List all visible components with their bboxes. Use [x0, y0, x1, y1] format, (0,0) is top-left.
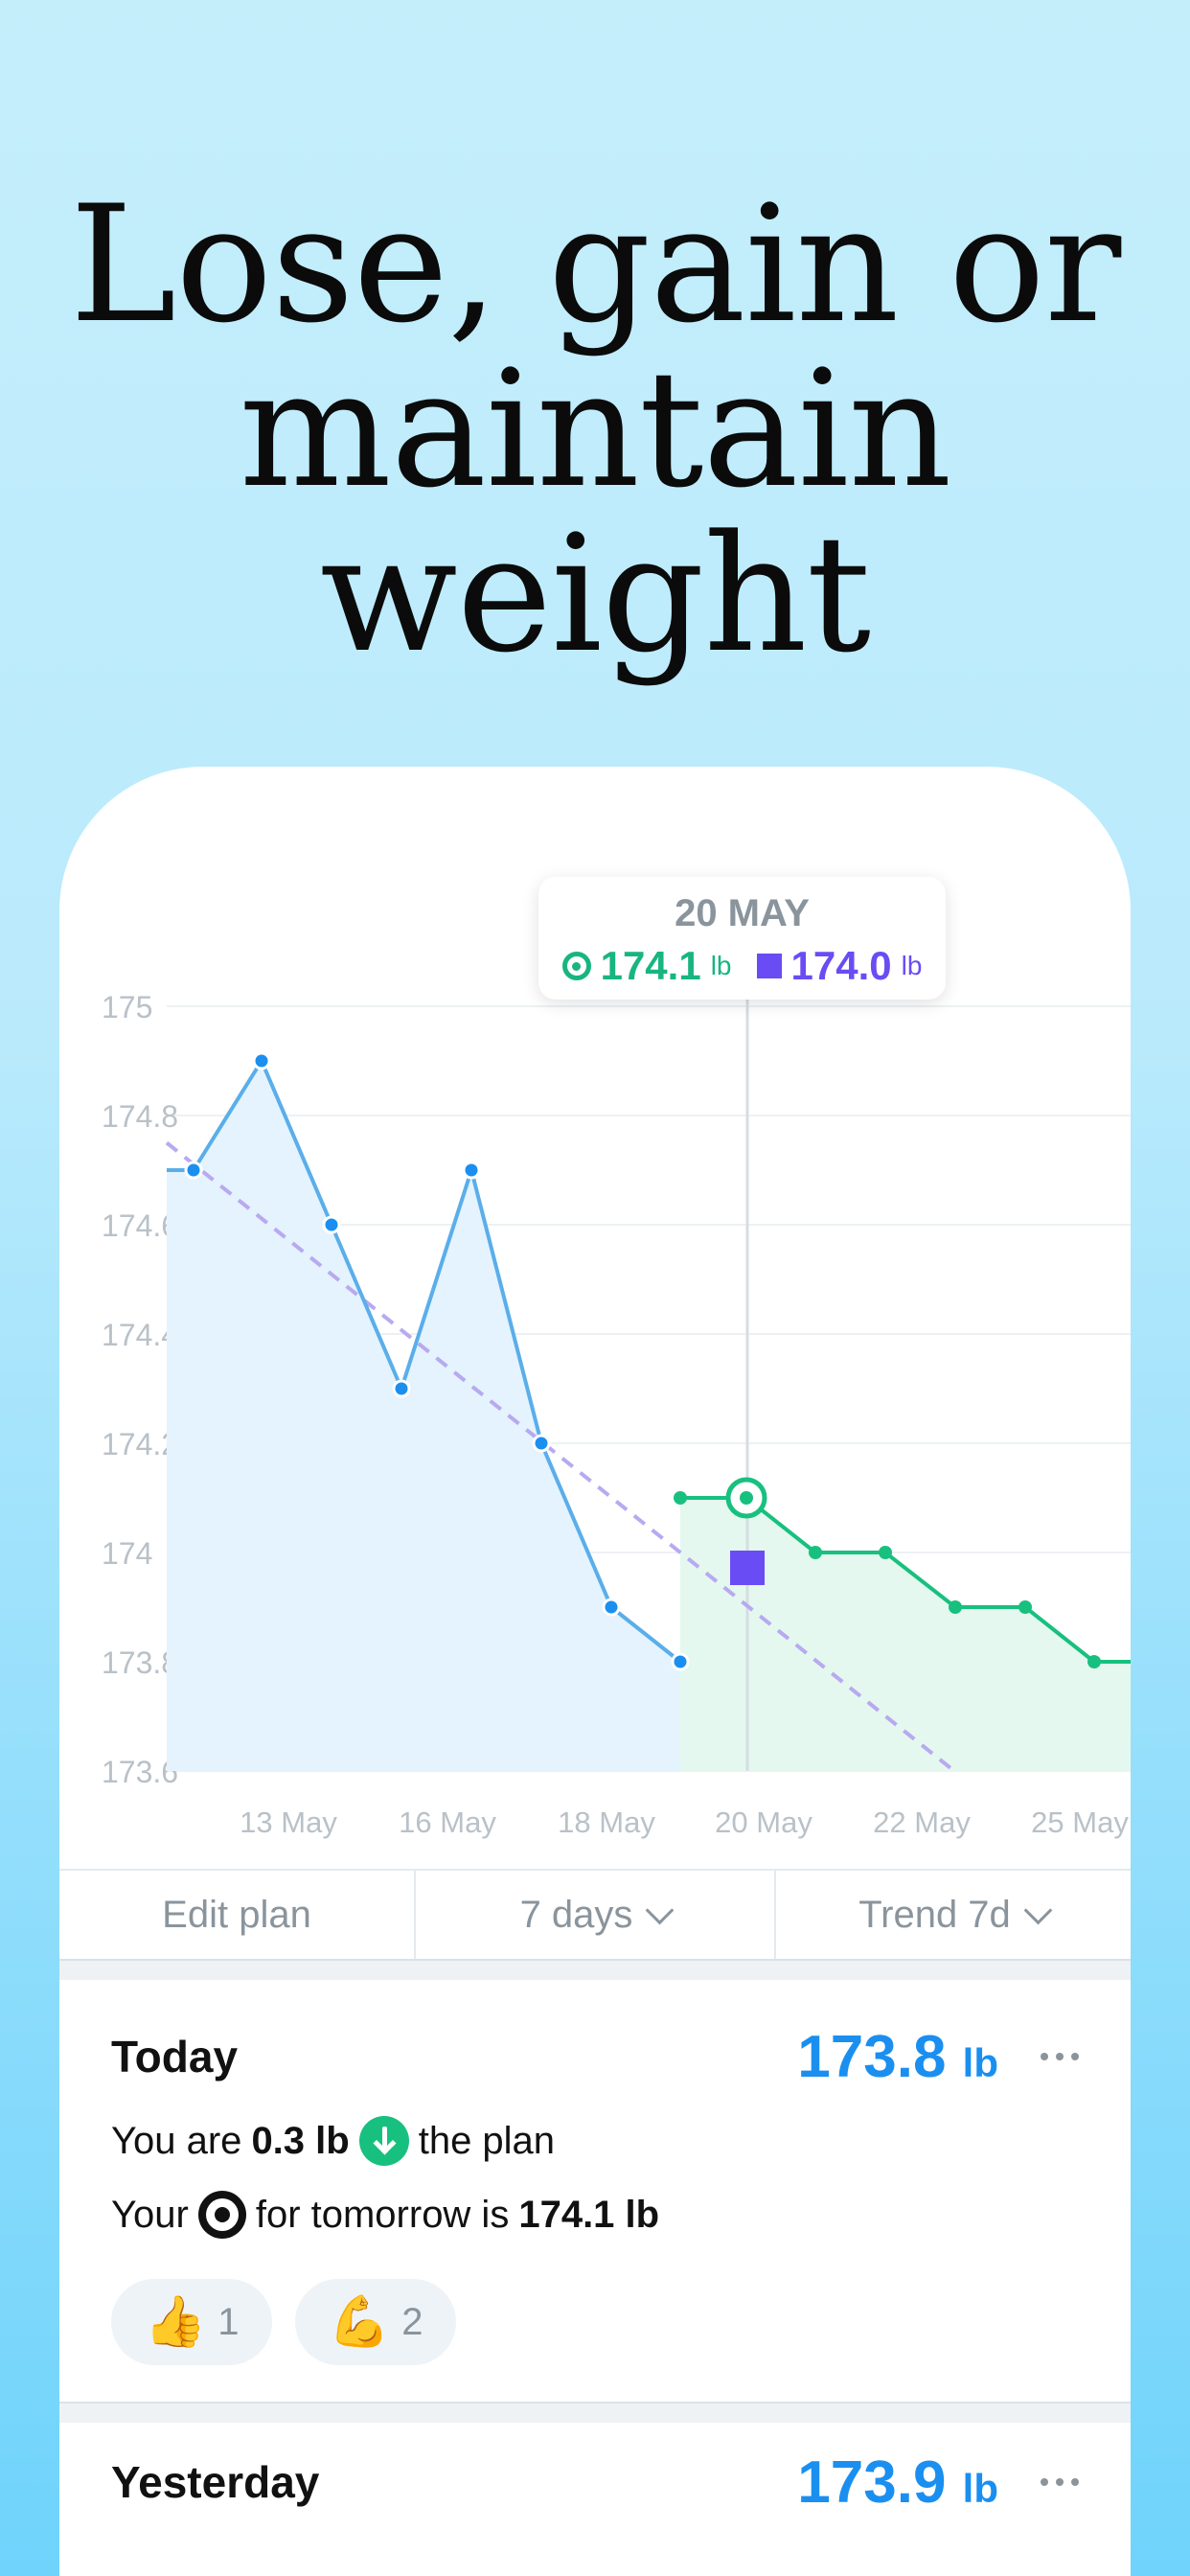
trend-point [1087, 1655, 1101, 1668]
plan-status-value: 0.3 lb [251, 2119, 350, 2162]
weight-point [462, 1161, 481, 1180]
tooltip-plan-number: 174.0 [790, 943, 892, 988]
trend-area [680, 1498, 1131, 1771]
tomorrow-goal-value: 174.1 lb [518, 2193, 660, 2236]
headline: Lose, gain or maintain weight [0, 182, 1190, 677]
edit-plan-button[interactable]: Edit plan [59, 1871, 416, 1959]
weight-point [671, 1652, 690, 1671]
weight-point [322, 1215, 341, 1234]
section-divider [59, 2402, 1131, 2423]
trend-label: Trend 7d [858, 1893, 1011, 1936]
square-icon [756, 954, 782, 978]
tooltip-plan-unit: lb [901, 951, 923, 980]
y-tick-label: 173.6 [102, 1755, 178, 1789]
y-tick-label: 174.4 [102, 1318, 178, 1352]
tooltip-plan-value: 174.0 lb [756, 943, 923, 989]
today-entry[interactable]: Today 173.8 lb You are 0.3 lb the plan Y… [59, 1980, 1131, 2402]
y-tick-label: 174 [102, 1536, 152, 1571]
more-options-icon[interactable] [1041, 2478, 1079, 2486]
tooltip-date: 20 MAY [675, 892, 810, 934]
range-dropdown[interactable]: 7 days [416, 1871, 776, 1959]
tomorrow-goal-mid: for tomorrow is [255, 2193, 510, 2236]
target-icon [561, 952, 591, 980]
tooltip-trend-value: 174.1 lb [561, 943, 732, 989]
headline-line-1: Lose, gain or [69, 171, 1122, 358]
plan-status-line: You are 0.3 lb the plan [111, 2116, 555, 2166]
tooltip-trend-number: 174.1 [600, 943, 701, 988]
x-tick-label: 25 May [1031, 1806, 1129, 1839]
chart-tooltip: 20 MAY 174.1 lb 174.0 lb [538, 877, 946, 1000]
app-card: 175 174.8 174.6 174.4 174.2 174 173.8 173.6 13 M… [59, 767, 1131, 2576]
weight-point [252, 1051, 271, 1070]
today-weight-unit: lb [962, 2039, 998, 2085]
tomorrow-goal-pre: Your [111, 2193, 189, 2236]
edit-plan-label: Edit plan [162, 1893, 311, 1936]
yesterday-weight: 173.9 lb [797, 2449, 998, 2517]
selected-trend-marker-dot [740, 1491, 753, 1505]
trend-point [1018, 1600, 1032, 1614]
chart-controls: Edit plan 7 days Trend 7d [59, 1869, 1131, 1961]
trend-point [674, 1491, 687, 1505]
yesterday-entry[interactable]: Yesterday 173.9 lb [59, 2423, 1131, 2576]
yesterday-weight-unit: lb [962, 2465, 998, 2511]
yesterday-label: Yesterday [111, 2457, 320, 2507]
today-label: Today [111, 2032, 239, 2082]
weight-chart[interactable]: 175 174.8 174.6 174.4 174.2 174 173.8 173.6 13 M… [59, 767, 1131, 1869]
chevron-down-icon [1023, 1896, 1053, 1924]
trend-dropdown[interactable]: Trend 7d [776, 1871, 1131, 1959]
weight-point [602, 1598, 621, 1617]
trend-point [949, 1600, 962, 1614]
plan-line [165, 1140, 956, 1773]
thumbs-up-icon: 👍 [144, 2294, 207, 2350]
headline-line-3: weight [319, 500, 871, 688]
section-divider [59, 1959, 1131, 1980]
muscle-count: 2 [401, 2300, 423, 2343]
trend-point [809, 1546, 822, 1559]
today-weight-value: 173.8 [797, 2023, 947, 2090]
flexed-biceps-icon: 💪 [328, 2294, 391, 2350]
weight-point [392, 1379, 411, 1398]
plan-status-pre: You are [111, 2119, 242, 2162]
today-weight: 173.8 lb [797, 2023, 998, 2091]
thumbs-up-count: 1 [217, 2300, 240, 2343]
y-tick-label: 174.6 [102, 1208, 178, 1243]
more-options-icon[interactable] [1041, 2053, 1079, 2060]
x-tick-label: 20 May [715, 1806, 812, 1839]
yesterday-weight-value: 173.9 [797, 2449, 947, 2516]
tooltip-trend-unit: lb [710, 951, 732, 980]
arrow-down-icon [358, 2116, 409, 2166]
trend-point [879, 1546, 892, 1559]
plan-status-post: the plan [418, 2119, 556, 2162]
y-tick-label: 173.8 [102, 1645, 178, 1680]
x-tick-label: 13 May [240, 1806, 337, 1839]
tomorrow-goal-line: Your for tomorrow is 174.1 lb [111, 2191, 659, 2239]
selected-plan-marker [730, 1551, 765, 1585]
muscle-reaction[interactable]: 💪 2 [295, 2279, 456, 2365]
weight-area [167, 1061, 680, 1771]
y-tick-label: 175 [102, 990, 152, 1024]
chart-svg: 175 174.8 174.6 174.4 174.2 174 173.8 173.6 13 M… [102, 990, 1131, 1839]
chevron-down-icon [646, 1896, 675, 1924]
range-label: 7 days [519, 1893, 633, 1936]
y-tick-label: 174.8 [102, 1099, 178, 1134]
x-tick-label: 22 May [873, 1806, 971, 1839]
weight-point [532, 1434, 551, 1453]
thumbs-up-reaction[interactable]: 👍 1 [111, 2279, 272, 2365]
headline-line-2: maintain [239, 335, 952, 523]
x-tick-label: 18 May [558, 1806, 655, 1839]
weight-point [184, 1161, 203, 1180]
target-icon [197, 2191, 246, 2239]
x-tick-label: 16 May [399, 1806, 496, 1839]
y-tick-label: 174.2 [102, 1427, 178, 1461]
